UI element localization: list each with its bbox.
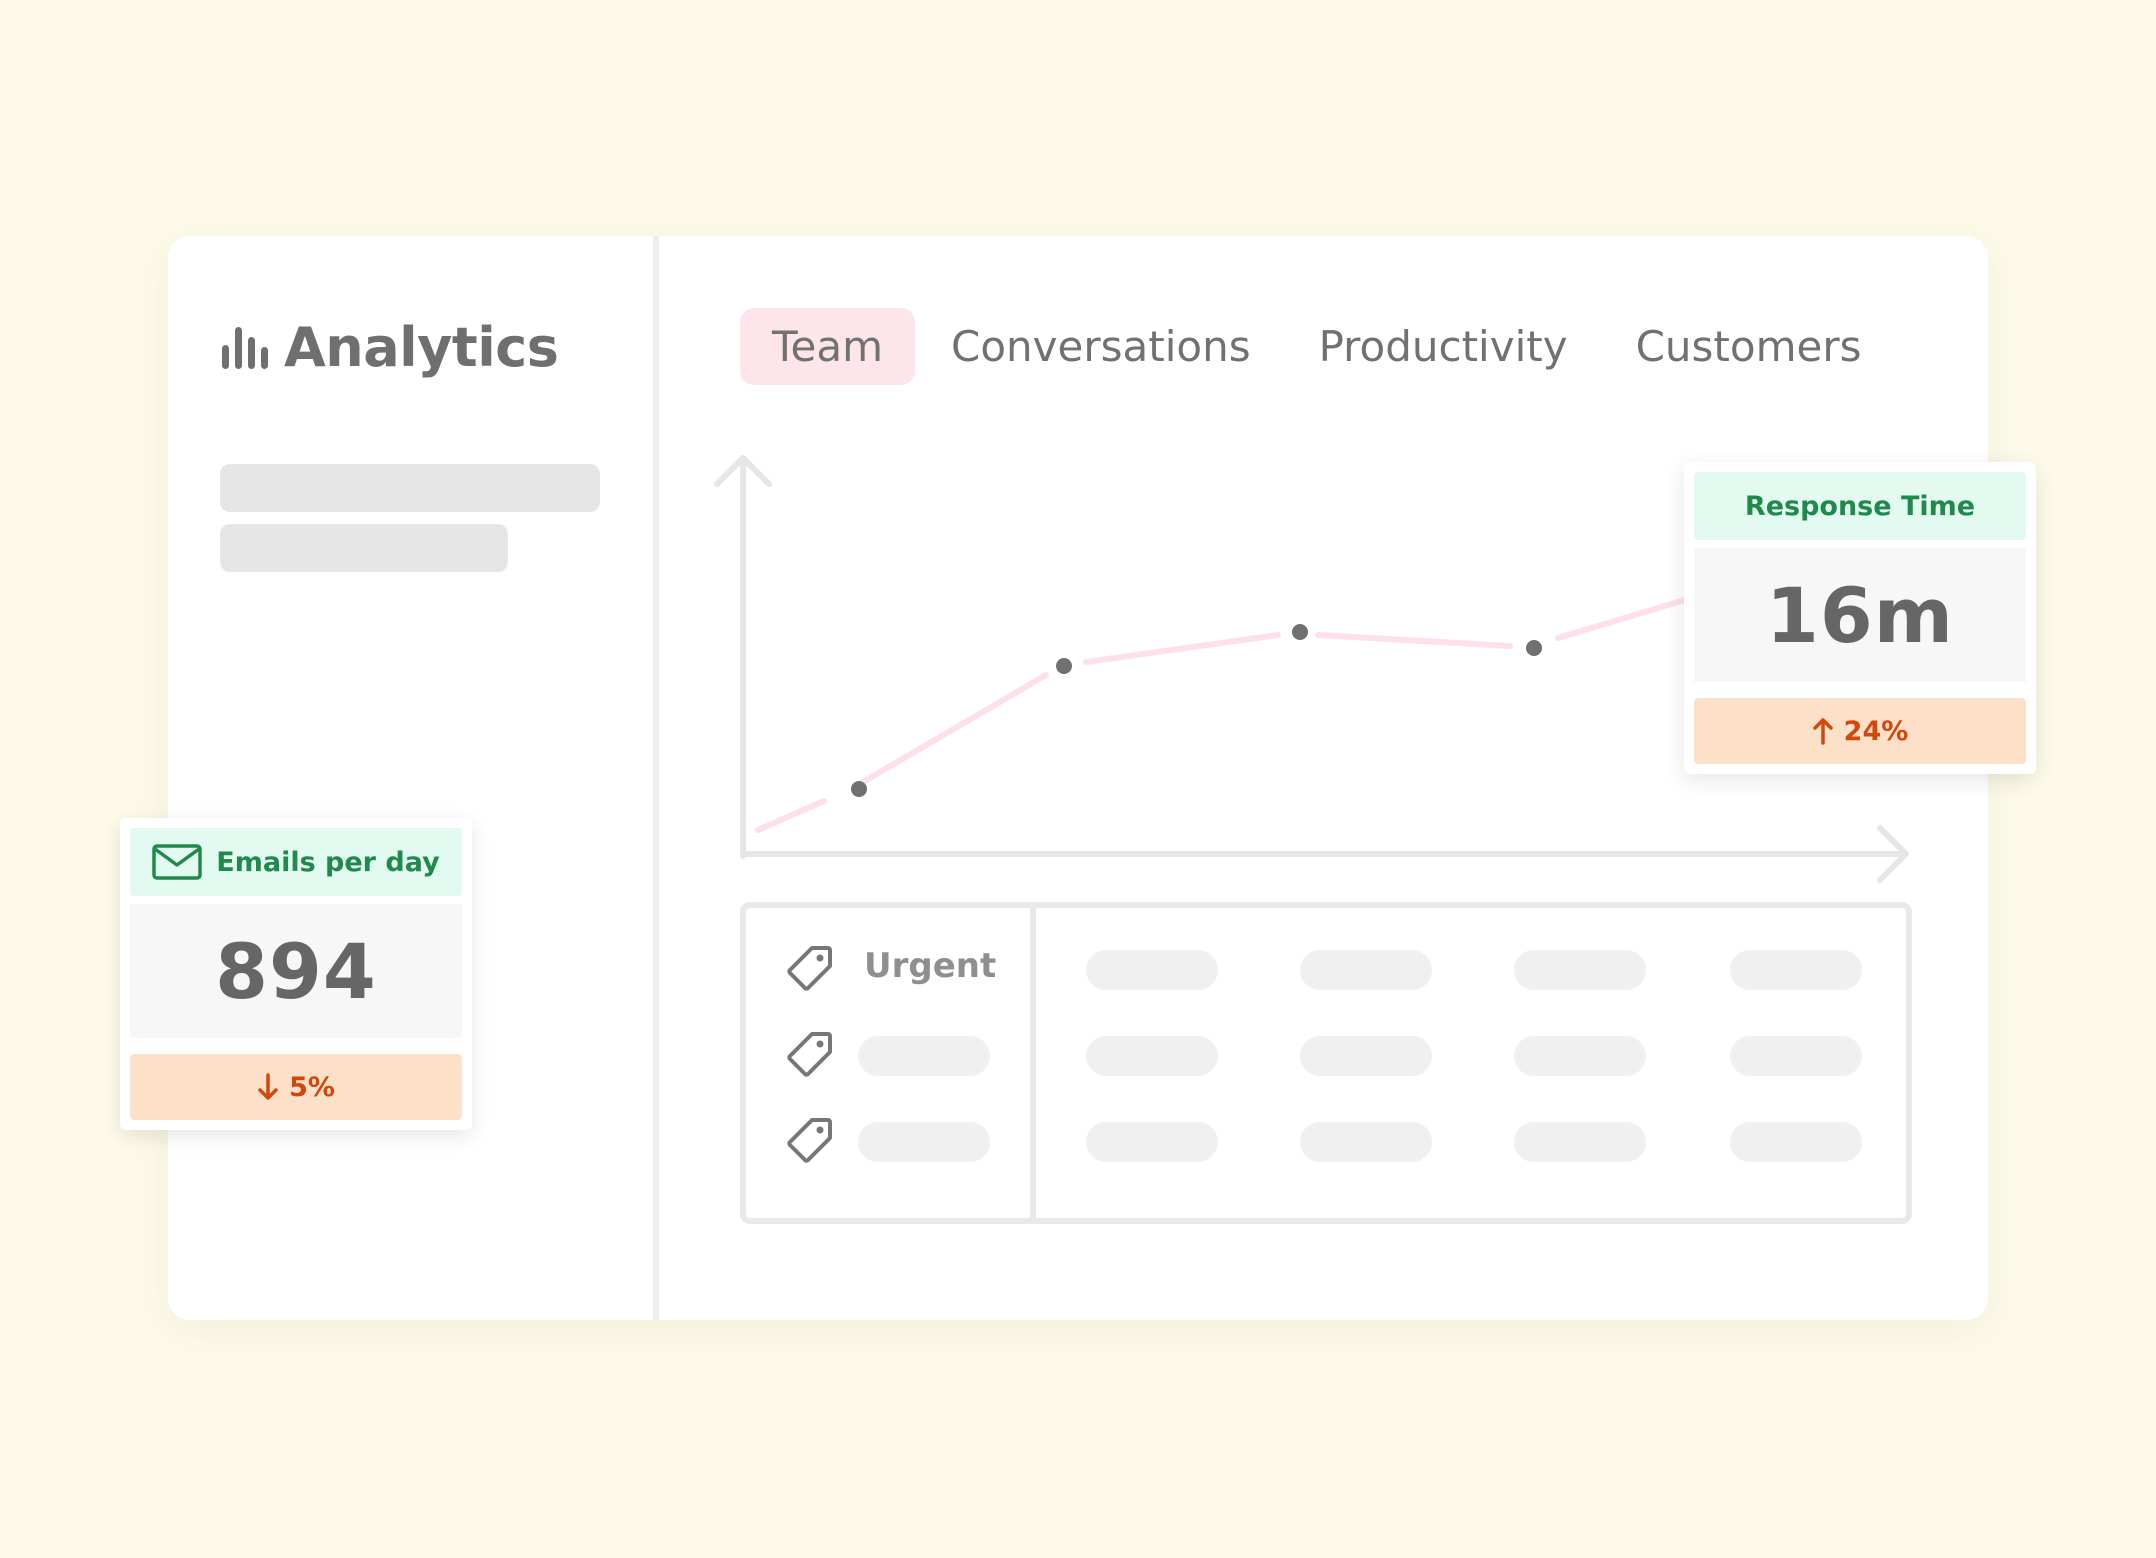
response-time-value: 16m [1766,570,1954,660]
arrow-up-icon [1812,718,1833,745]
emails-per-day-card: Emails per day 894 5% [120,818,472,1130]
tab-team[interactable]: Team [740,308,916,385]
emails-per-day-value: 894 [215,926,377,1016]
table-cell-placeholder [1086,1036,1218,1076]
table-cell-placeholder [1730,1036,1862,1076]
tag-label-urgent: Urgent [864,946,997,986]
tag-label-placeholder [858,1036,990,1076]
table-cell-placeholder [1300,1122,1432,1162]
analytics-tabs: Team Conversations Productivity Customer… [740,308,1893,385]
tab-customers[interactable]: Customers [1635,322,1862,371]
table-cell-placeholder [1514,1036,1646,1076]
response-time-header: Response Time [1694,472,2026,540]
sidebar-skeleton-line [220,524,508,572]
tag-icon [787,1032,832,1077]
emails-per-day-body: 894 [130,904,462,1038]
y-axis [714,455,772,859]
arrow-down-icon [258,1073,278,1100]
table-cell-placeholder [1514,950,1646,990]
table-cell-placeholder [1514,1122,1646,1162]
sidebar: Analytics [168,236,659,1320]
response-time-body: 16m [1694,548,2026,682]
tags-table-divider [1030,908,1036,1218]
table-cell-placeholder [1300,950,1432,990]
trend-line [755,596,1691,833]
tags-table: Urgent [740,902,1912,1224]
x-axis [740,825,1909,883]
sidebar-title-label: Analytics [284,316,559,379]
bar-chart-icon [222,326,268,369]
emails-per-day-header: Emails per day [130,828,462,896]
tag-label-placeholder [858,1122,990,1162]
chart-point [1056,658,1072,674]
tab-productivity[interactable]: Productivity [1318,322,1568,371]
envelope-icon [152,844,203,880]
response-time-label: Response Time [1744,490,1976,522]
table-cell-placeholder [1300,1036,1432,1076]
response-time-card: Response Time 16m 24% [1684,462,2036,774]
chart-point [851,781,867,797]
tag-icon [787,1118,832,1163]
tab-conversations[interactable]: Conversations [951,322,1251,371]
chart-point [1526,640,1542,656]
response-time-change-value: 24% [1843,715,1909,747]
table-cell-placeholder [1730,950,1862,990]
table-cell-placeholder [1086,1122,1218,1162]
table-cell-placeholder [1086,950,1218,990]
sidebar-skeleton-line [220,464,600,512]
chart-point [1292,624,1308,640]
emails-per-day-change-value: 5% [289,1071,335,1103]
trend-chart [714,455,1909,883]
emails-per-day-change: 5% [130,1054,462,1120]
response-time-change: 24% [1694,698,2026,764]
sidebar-title: Analytics [222,316,559,379]
analytics-window: Analytics Team Conversations Productivit… [168,236,1988,1320]
tag-icon [787,946,832,991]
table-cell-placeholder [1730,1122,1862,1162]
emails-per-day-label: Emails per day [216,846,440,878]
